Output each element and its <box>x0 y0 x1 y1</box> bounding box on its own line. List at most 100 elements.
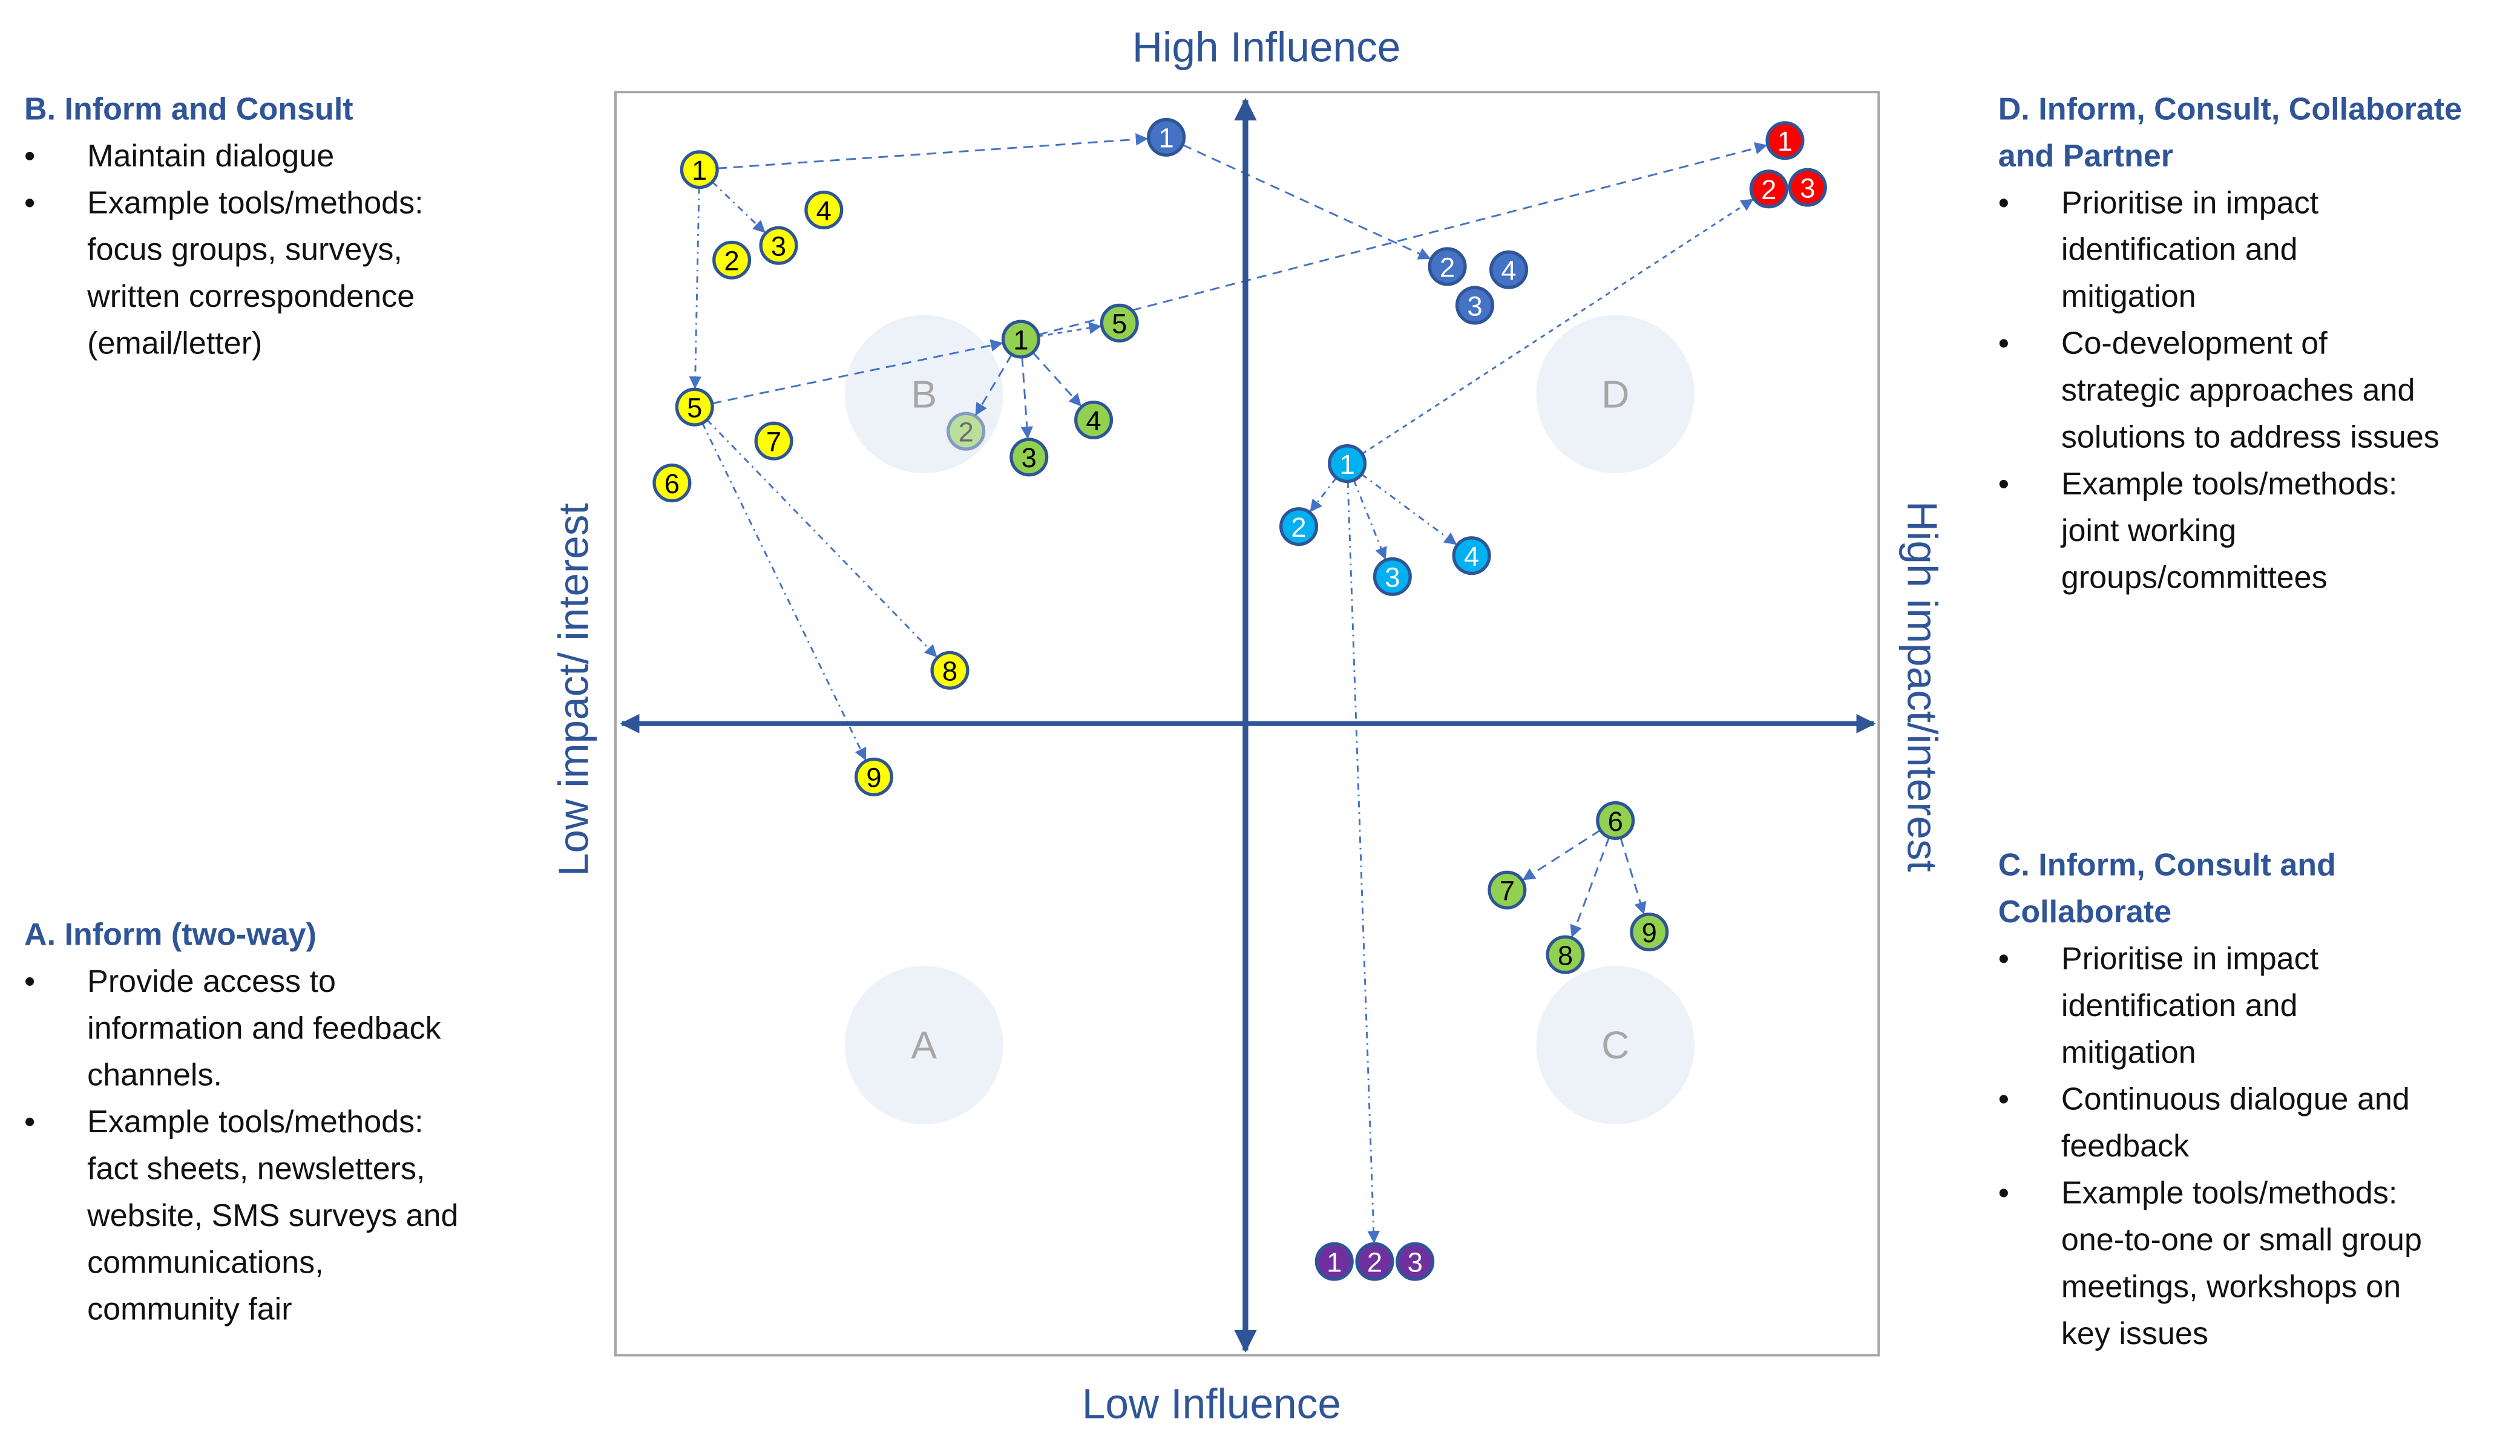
connector-arrow <box>711 181 766 233</box>
stakeholder-node-yellow-3[interactable]: 3 <box>759 226 798 265</box>
node-label: 3 <box>1408 1247 1423 1277</box>
node-circle <box>855 757 894 796</box>
node-circle <box>652 464 692 503</box>
connector-arrow <box>689 187 702 389</box>
stakeholder-node-yellow-5[interactable]: 5 <box>675 387 714 427</box>
stakeholder-node-purple-2[interactable]: 2 <box>1355 1242 1394 1281</box>
node-circle <box>1074 400 1114 440</box>
node-circle <box>754 421 793 461</box>
panel-b-bullet: Example tools/methods: focus groups, sur… <box>24 181 557 369</box>
axis-title-bottom: Low Influence <box>1082 1380 1341 1428</box>
stakeholder-node-dark-blue-3[interactable]: 3 <box>1455 286 1495 325</box>
node-label: 4 <box>1501 255 1516 286</box>
node-circle <box>1630 913 1669 952</box>
connector-arrow <box>1037 142 1768 336</box>
node-label: 2 <box>959 417 974 448</box>
node-circle <box>712 240 752 280</box>
node-label: 2 <box>1291 512 1306 543</box>
stakeholder-node-cyan-4[interactable]: 4 <box>1452 536 1491 576</box>
axis-title-left: Low impact/ interest <box>550 503 597 876</box>
panel-c: C. Inform, Consult and Collaborate Prior… <box>1998 843 2515 1358</box>
stakeholder-node-yellow-1[interactable]: 1 <box>680 150 719 189</box>
node-label: 9 <box>1642 917 1657 948</box>
connector-arrow <box>1182 143 1431 260</box>
node-label: 3 <box>1022 442 1037 473</box>
connector-arrow <box>712 339 1003 405</box>
quadrant-label-c: C <box>1601 1023 1629 1067</box>
stakeholder-node-dark-blue-2[interactable]: 2 <box>1428 247 1467 286</box>
node-label: 7 <box>766 427 781 457</box>
connector-arrow <box>706 419 937 658</box>
stakeholder-node-green-6[interactable]: 6 <box>1596 801 1635 840</box>
node-circle <box>804 190 844 230</box>
stakeholder-node-green-9[interactable]: 9 <box>1630 913 1669 952</box>
connector-arrow <box>1570 836 1610 938</box>
stakeholder-node-dark-blue-1[interactable]: 1 <box>1147 117 1186 157</box>
panel-b-heading: B. Inform and Consult <box>24 92 353 128</box>
stakeholder-node-yellow-8[interactable]: 8 <box>930 651 970 690</box>
node-circle <box>1009 438 1049 477</box>
stakeholder-node-green-8[interactable]: 8 <box>1546 935 1585 974</box>
stakeholder-node-cyan-3[interactable]: 3 <box>1373 557 1412 596</box>
stakeholder-node-yellow-4[interactable]: 4 <box>804 190 844 230</box>
node-circle <box>1596 801 1635 840</box>
node-label: 8 <box>1558 940 1573 971</box>
stakeholder-node-green-3[interactable]: 3 <box>1009 438 1049 477</box>
node-circle <box>1373 557 1412 596</box>
connector-arrow <box>1619 837 1647 915</box>
quadrant-label-a: A <box>911 1023 937 1067</box>
stakeholder-node-red-2[interactable]: 2 <box>1749 169 1788 209</box>
stakeholder-node-cyan-1[interactable]: 1 <box>1328 444 1367 484</box>
quadrant-circle-d <box>1536 315 1695 474</box>
node-circle <box>1328 444 1367 484</box>
panel-d-bullet: Prioritise in impact identification and … <box>1998 181 2515 321</box>
node-label: 1 <box>1327 1247 1342 1277</box>
panel-b: B. Inform and Consult Maintain dialogueE… <box>24 87 557 368</box>
node-label: 2 <box>1440 252 1455 283</box>
node-circle <box>675 387 714 427</box>
node-circle <box>680 150 719 189</box>
stakeholder-node-yellow-6[interactable]: 6 <box>652 464 692 503</box>
node-label: 6 <box>1608 806 1623 837</box>
node-label: 7 <box>1500 876 1515 907</box>
node-circle <box>1788 168 1827 207</box>
stakeholder-node-red-3[interactable]: 3 <box>1788 168 1827 207</box>
panel-a-bullet: Example tools/methods: fact sheets, news… <box>24 1100 557 1334</box>
stakeholder-node-red-1[interactable]: 1 <box>1765 121 1805 160</box>
stakeholder-node-yellow-9[interactable]: 9 <box>855 757 894 796</box>
panel-c-heading: C. Inform, Consult and Collaborate <box>1998 848 2336 931</box>
node-label: 3 <box>1800 172 1815 203</box>
node-circle <box>1001 320 1040 359</box>
stakeholder-node-purple-1[interactable]: 1 <box>1314 1242 1354 1281</box>
node-label: 8 <box>942 656 957 687</box>
node-circle <box>1455 286 1495 325</box>
stakeholder-node-green-2[interactable]: 2 <box>947 412 986 451</box>
stakeholder-node-green-4[interactable]: 4 <box>1074 400 1114 440</box>
stakeholder-node-green-7[interactable]: 7 <box>1488 870 1527 910</box>
connector-arrow <box>1361 198 1754 455</box>
stakeholder-node-cyan-2[interactable]: 2 <box>1279 507 1319 546</box>
connector-arrow <box>975 353 1013 416</box>
node-label: 5 <box>1112 309 1127 339</box>
panel-a: A. Inform (two-way) Provide access to in… <box>24 913 557 1334</box>
node-label: 1 <box>1159 123 1174 154</box>
panel-c-bullet: Continuous dialogue and feedback <box>1998 1077 2515 1171</box>
quadrant-label-b: B <box>911 372 937 416</box>
stakeholder-node-yellow-2[interactable]: 2 <box>712 240 752 280</box>
stakeholder-node-dark-blue-4[interactable]: 4 <box>1489 250 1529 289</box>
stakeholder-node-green-5[interactable]: 5 <box>1100 303 1139 343</box>
node-circle <box>1147 117 1186 157</box>
quadrant-circle-a <box>844 966 1003 1124</box>
node-label: 6 <box>664 468 680 499</box>
node-circle <box>1279 507 1319 546</box>
stakeholder-node-green-1[interactable]: 1 <box>1001 320 1040 359</box>
node-label: 4 <box>816 195 832 226</box>
node-label: 2 <box>1367 1247 1382 1277</box>
connector-arrow <box>1347 481 1380 1244</box>
quadrant-label-d: D <box>1601 372 1629 416</box>
stakeholder-node-yellow-7[interactable]: 7 <box>754 421 793 461</box>
panel-d-bullet: Co-development of strategic approaches a… <box>1998 321 2515 462</box>
stakeholder-node-purple-3[interactable]: 3 <box>1396 1242 1435 1281</box>
